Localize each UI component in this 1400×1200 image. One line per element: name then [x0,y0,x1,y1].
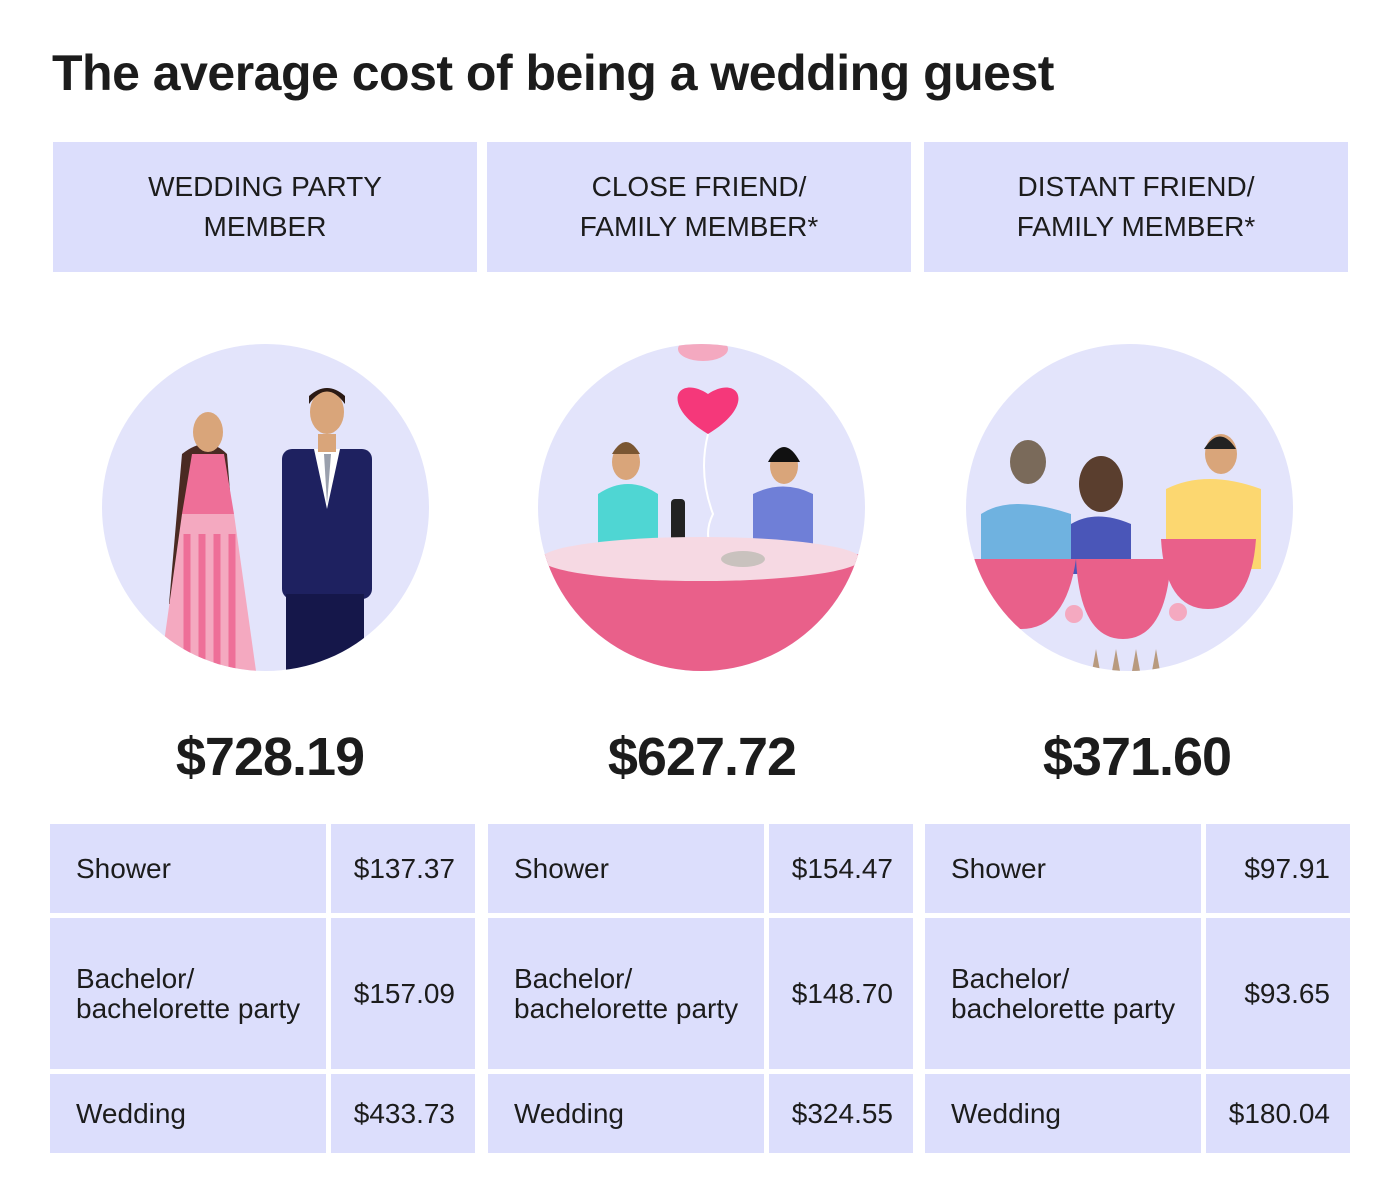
row-value: $97.91 [1206,824,1350,913]
column-close-friend: CLOSE FRIEND/FAMILY MEMBER* $627.72 Show… [487,0,914,1200]
row-value: $148.70 [769,918,913,1069]
row-label: Bachelor/ bachelorette party [50,918,326,1069]
table-row: Bachelor/ bachelorette party $93.65 [925,918,1350,1069]
header-line: DISTANT FRIEND/ [1017,171,1255,202]
row-label: Wedding [50,1074,326,1153]
total-cost: $728.19 [175,727,365,787]
page-title: The average cost of being a wedding gues… [52,45,1054,101]
row-label: Shower [925,824,1201,913]
row-label: Wedding [488,1074,764,1153]
row-label: Bachelor/ bachelorette party [488,918,764,1069]
header-line: CLOSE FRIEND/ [591,171,807,202]
guests-in-pews-illustration [966,344,1293,671]
column-distant-friend: DISTANT FRIEND/FAMILY MEMBER* $371.60 Sh… [924,0,1351,1200]
table-row: Bachelor/ bachelorette party $148.70 [488,918,913,1069]
total-cost: $627.72 [607,727,797,787]
total-cost: $371.60 [1042,727,1232,787]
row-label: Bachelor/ bachelorette party [925,918,1201,1069]
column-wedding-party-member: WEDDING PARTY MEMBER $728.19 Shower $137.3… [50,0,477,1200]
row-value: $154.47 [769,824,913,913]
column-header: WEDDING PARTY MEMBER [53,142,477,272]
header-line: WEDDING PARTY [148,171,382,202]
row-value: $180.04 [1206,1074,1350,1153]
header-line: MEMBER [203,211,327,242]
table-row: Shower $137.37 [50,824,475,913]
row-label: Shower [50,824,326,913]
header-line: FAMILY MEMBER* [579,211,819,242]
row-value: $137.37 [331,824,475,913]
table-row: Shower $154.47 [488,824,913,913]
table-row: Shower $97.91 [925,824,1350,913]
table-row: Wedding $180.04 [925,1074,1350,1153]
header-line: FAMILY MEMBER* [1016,211,1256,242]
row-value: $93.65 [1206,918,1350,1069]
row-value: $324.55 [769,1074,913,1153]
table-row: Wedding $324.55 [488,1074,913,1153]
column-header: DISTANT FRIEND/FAMILY MEMBER* [924,142,1348,272]
table-row: Bachelor/ bachelorette party $157.09 [50,918,475,1069]
row-value: $157.09 [331,918,475,1069]
row-value: $433.73 [331,1074,475,1153]
dinner-table-illustration [538,344,865,671]
wedding-party-couple-illustration [102,344,429,671]
row-label: Shower [488,824,764,913]
table-row: Wedding $433.73 [50,1074,475,1153]
row-label: Wedding [925,1074,1201,1153]
column-header: CLOSE FRIEND/FAMILY MEMBER* [487,142,911,272]
